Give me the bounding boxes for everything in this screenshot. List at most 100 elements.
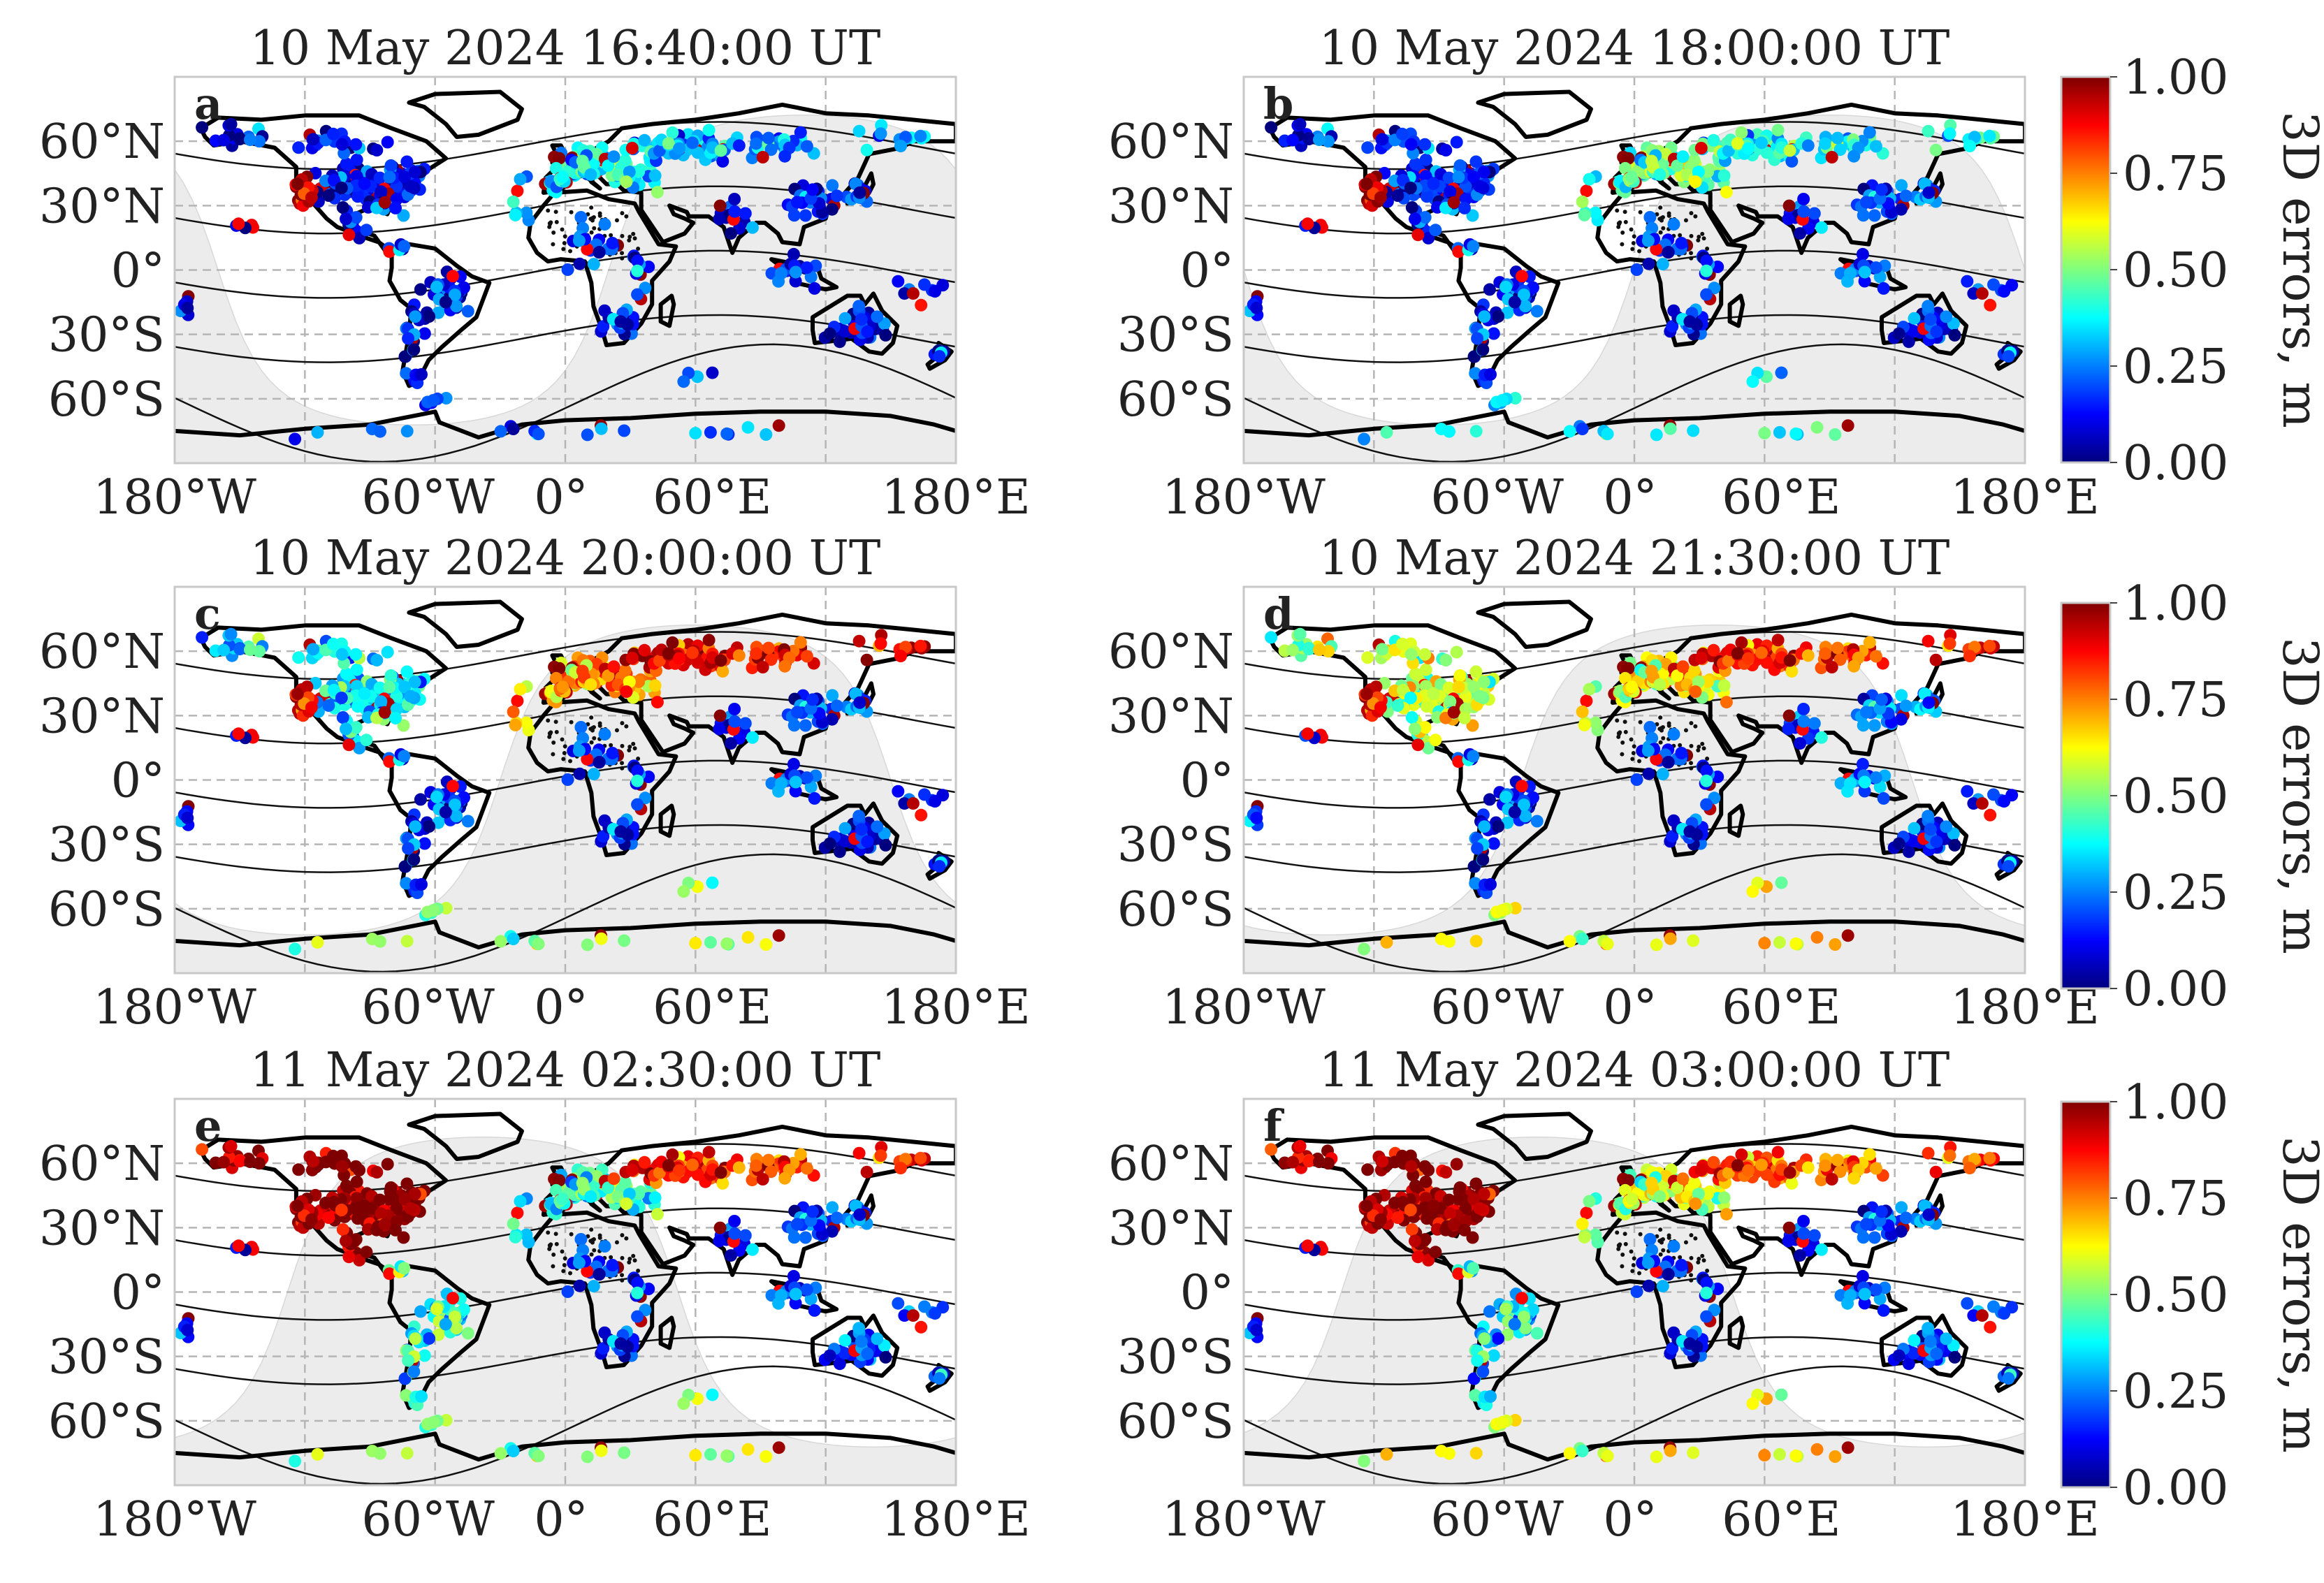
station-point bbox=[1771, 124, 1785, 137]
station-point bbox=[1671, 669, 1684, 683]
coastline-eurasia bbox=[1610, 102, 2025, 255]
station-point bbox=[1419, 663, 1432, 676]
station-point bbox=[1477, 1188, 1490, 1201]
station-point bbox=[407, 853, 421, 866]
station-point bbox=[532, 1450, 545, 1463]
station-point bbox=[1983, 639, 1996, 652]
station-point bbox=[335, 648, 349, 661]
station-point bbox=[335, 692, 348, 704]
station-point bbox=[520, 1228, 533, 1241]
magnetic-contour bbox=[1244, 1336, 2025, 1385]
station-point bbox=[838, 312, 852, 325]
magnetic-contour bbox=[1244, 121, 2025, 170]
station-point bbox=[789, 785, 802, 798]
desert-dot bbox=[592, 736, 597, 741]
desert-dot bbox=[1696, 748, 1701, 753]
desert-dot bbox=[547, 1246, 552, 1251]
station-point bbox=[898, 287, 911, 300]
station-point bbox=[402, 332, 415, 345]
map-frame bbox=[1242, 585, 2026, 975]
station-point bbox=[713, 212, 726, 226]
station-point bbox=[666, 636, 679, 649]
y-tick-label: 60°N bbox=[39, 115, 165, 170]
station-point bbox=[1930, 835, 1943, 848]
station-point bbox=[1856, 247, 1869, 261]
coastline-eurasia bbox=[1610, 1124, 2025, 1277]
x-tick-label: 60°W bbox=[1430, 980, 1564, 1035]
station-point bbox=[929, 285, 942, 298]
station-point bbox=[1869, 650, 1882, 663]
desert-dot bbox=[588, 1239, 593, 1243]
desert-dot bbox=[1620, 752, 1625, 757]
station-point bbox=[383, 755, 396, 768]
station-point bbox=[855, 1335, 868, 1348]
desert-dot bbox=[568, 1271, 573, 1276]
desert-dot bbox=[546, 208, 551, 213]
station-point bbox=[764, 653, 778, 666]
station-point bbox=[1422, 1253, 1435, 1267]
station-point bbox=[400, 935, 414, 948]
station-point bbox=[1922, 186, 1936, 199]
station-point bbox=[1653, 168, 1666, 181]
station-point bbox=[1847, 149, 1861, 163]
station-point bbox=[728, 205, 741, 218]
station-point bbox=[1656, 1280, 1669, 1293]
station-point bbox=[1421, 700, 1433, 713]
station-point bbox=[648, 679, 662, 692]
station-point bbox=[1443, 425, 1455, 438]
station-point bbox=[677, 375, 690, 388]
station-point bbox=[1469, 665, 1483, 678]
station-point bbox=[638, 1155, 651, 1169]
station-point bbox=[384, 669, 398, 682]
station-point bbox=[732, 1161, 746, 1174]
station-point bbox=[398, 750, 411, 763]
desert-dot bbox=[1632, 744, 1636, 749]
station-point bbox=[894, 1162, 907, 1175]
station-point bbox=[838, 1334, 852, 1347]
station-point bbox=[651, 696, 664, 709]
desert-dot bbox=[1658, 715, 1663, 720]
station-point bbox=[1302, 1155, 1316, 1168]
station-point bbox=[217, 133, 231, 147]
station-point bbox=[398, 240, 411, 253]
desert-dot bbox=[562, 744, 567, 749]
station-point bbox=[833, 1357, 846, 1371]
station-point bbox=[1940, 310, 1953, 323]
station-point bbox=[794, 126, 807, 139]
station-point bbox=[1476, 343, 1490, 356]
station-point bbox=[418, 327, 431, 340]
station-point bbox=[224, 1139, 238, 1153]
station-point bbox=[335, 138, 349, 151]
station-point bbox=[1948, 328, 1961, 342]
station-point bbox=[418, 1349, 431, 1362]
station-point bbox=[892, 275, 905, 288]
station-point bbox=[1443, 935, 1455, 948]
station-point bbox=[1499, 790, 1512, 803]
station-point bbox=[716, 664, 729, 678]
x-tick-label: 180°E bbox=[1950, 470, 2099, 525]
station-point bbox=[728, 1215, 741, 1227]
map-body bbox=[175, 77, 956, 463]
station-point bbox=[702, 124, 716, 137]
station-point bbox=[378, 1218, 391, 1231]
station-point bbox=[1418, 1233, 1432, 1246]
station-point bbox=[353, 741, 366, 754]
station-point bbox=[342, 738, 356, 752]
station-point bbox=[607, 660, 620, 673]
station-point bbox=[725, 1249, 737, 1262]
station-point bbox=[1250, 811, 1263, 824]
station-point bbox=[1642, 257, 1655, 270]
station-point bbox=[414, 283, 427, 296]
station-point bbox=[374, 1447, 386, 1460]
station-point bbox=[618, 424, 631, 437]
station-point bbox=[823, 327, 836, 340]
station-point bbox=[714, 1166, 727, 1179]
y-tick-label: 60°S bbox=[48, 1394, 165, 1450]
station-point bbox=[553, 152, 566, 165]
station-point bbox=[702, 1146, 716, 1159]
station-point bbox=[1442, 681, 1455, 694]
panel-title: 10 May 2024 16:40:00 UT bbox=[250, 21, 881, 76]
station-point bbox=[720, 427, 734, 440]
station-point bbox=[408, 676, 421, 689]
station-point bbox=[799, 1231, 812, 1244]
